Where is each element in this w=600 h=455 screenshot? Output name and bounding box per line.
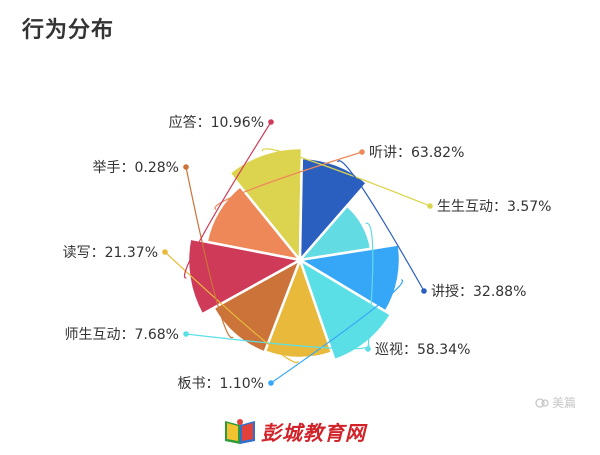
slice-label-应答: 应答：10.96% xyxy=(169,114,264,131)
leader-line-巡视 xyxy=(365,222,374,350)
slice-label-师生互动: 师生互动：7.68% xyxy=(65,327,179,343)
labels-group: 听讲：63.82% 生生互动：3.57% 讲授：32.88% 巡视：58.34% 板书：… xyxy=(63,114,552,392)
leader-line-举手 xyxy=(185,166,234,339)
watermark: 美篇 xyxy=(535,394,576,411)
leader-line-讲授 xyxy=(337,160,425,292)
logo-text: 彭城教育网 xyxy=(261,420,366,445)
leader-line-读写 xyxy=(164,251,299,364)
chart-title: 行为分布 xyxy=(22,18,115,43)
slice-label-生生互动: 生生互动：3.57% xyxy=(437,199,551,215)
slice-label-巡视: 巡视：58.34% xyxy=(375,342,470,358)
leader-dot-师生互动 xyxy=(183,331,189,337)
leader-line-生生互动 xyxy=(261,148,431,207)
leader-dot-板书 xyxy=(268,380,274,386)
slice-label-听讲: 听讲：63.82% xyxy=(369,145,464,161)
slices-group xyxy=(186,146,402,362)
leader-dot-举手 xyxy=(183,164,189,170)
slice-举手 xyxy=(211,257,303,355)
leader-line-听讲 xyxy=(214,151,363,211)
leader-lines-group xyxy=(162,119,433,386)
slice-label-读写: 读写：21.37% xyxy=(63,244,158,261)
slice-应答 xyxy=(186,237,304,316)
watermark-icon xyxy=(535,397,549,408)
slice-label-板书: 板书：1.10% xyxy=(178,376,264,392)
leader-line-板书 xyxy=(270,279,403,384)
watermark-text: 美篇 xyxy=(551,396,576,410)
leader-line-师生互动 xyxy=(185,333,370,350)
slice-师生互动 xyxy=(297,257,393,362)
leader-dot-讲授 xyxy=(421,288,427,294)
leader-dot-听讲 xyxy=(359,149,365,155)
leader-dot-读写 xyxy=(162,249,168,255)
slice-label-讲授: 讲授：32.88% xyxy=(431,284,526,300)
slice-生生互动 xyxy=(227,146,304,264)
leader-dot-生生互动 xyxy=(427,203,433,209)
slice-label-举手: 举手：0.28% xyxy=(93,160,179,176)
leader-line-应答 xyxy=(183,121,272,279)
slice-读写 xyxy=(263,256,334,360)
slice-板书 xyxy=(296,242,402,314)
site-logo: 彭城教育网 xyxy=(223,416,366,446)
books-logo-icon xyxy=(225,419,255,444)
leader-dot-应答 xyxy=(268,119,274,125)
